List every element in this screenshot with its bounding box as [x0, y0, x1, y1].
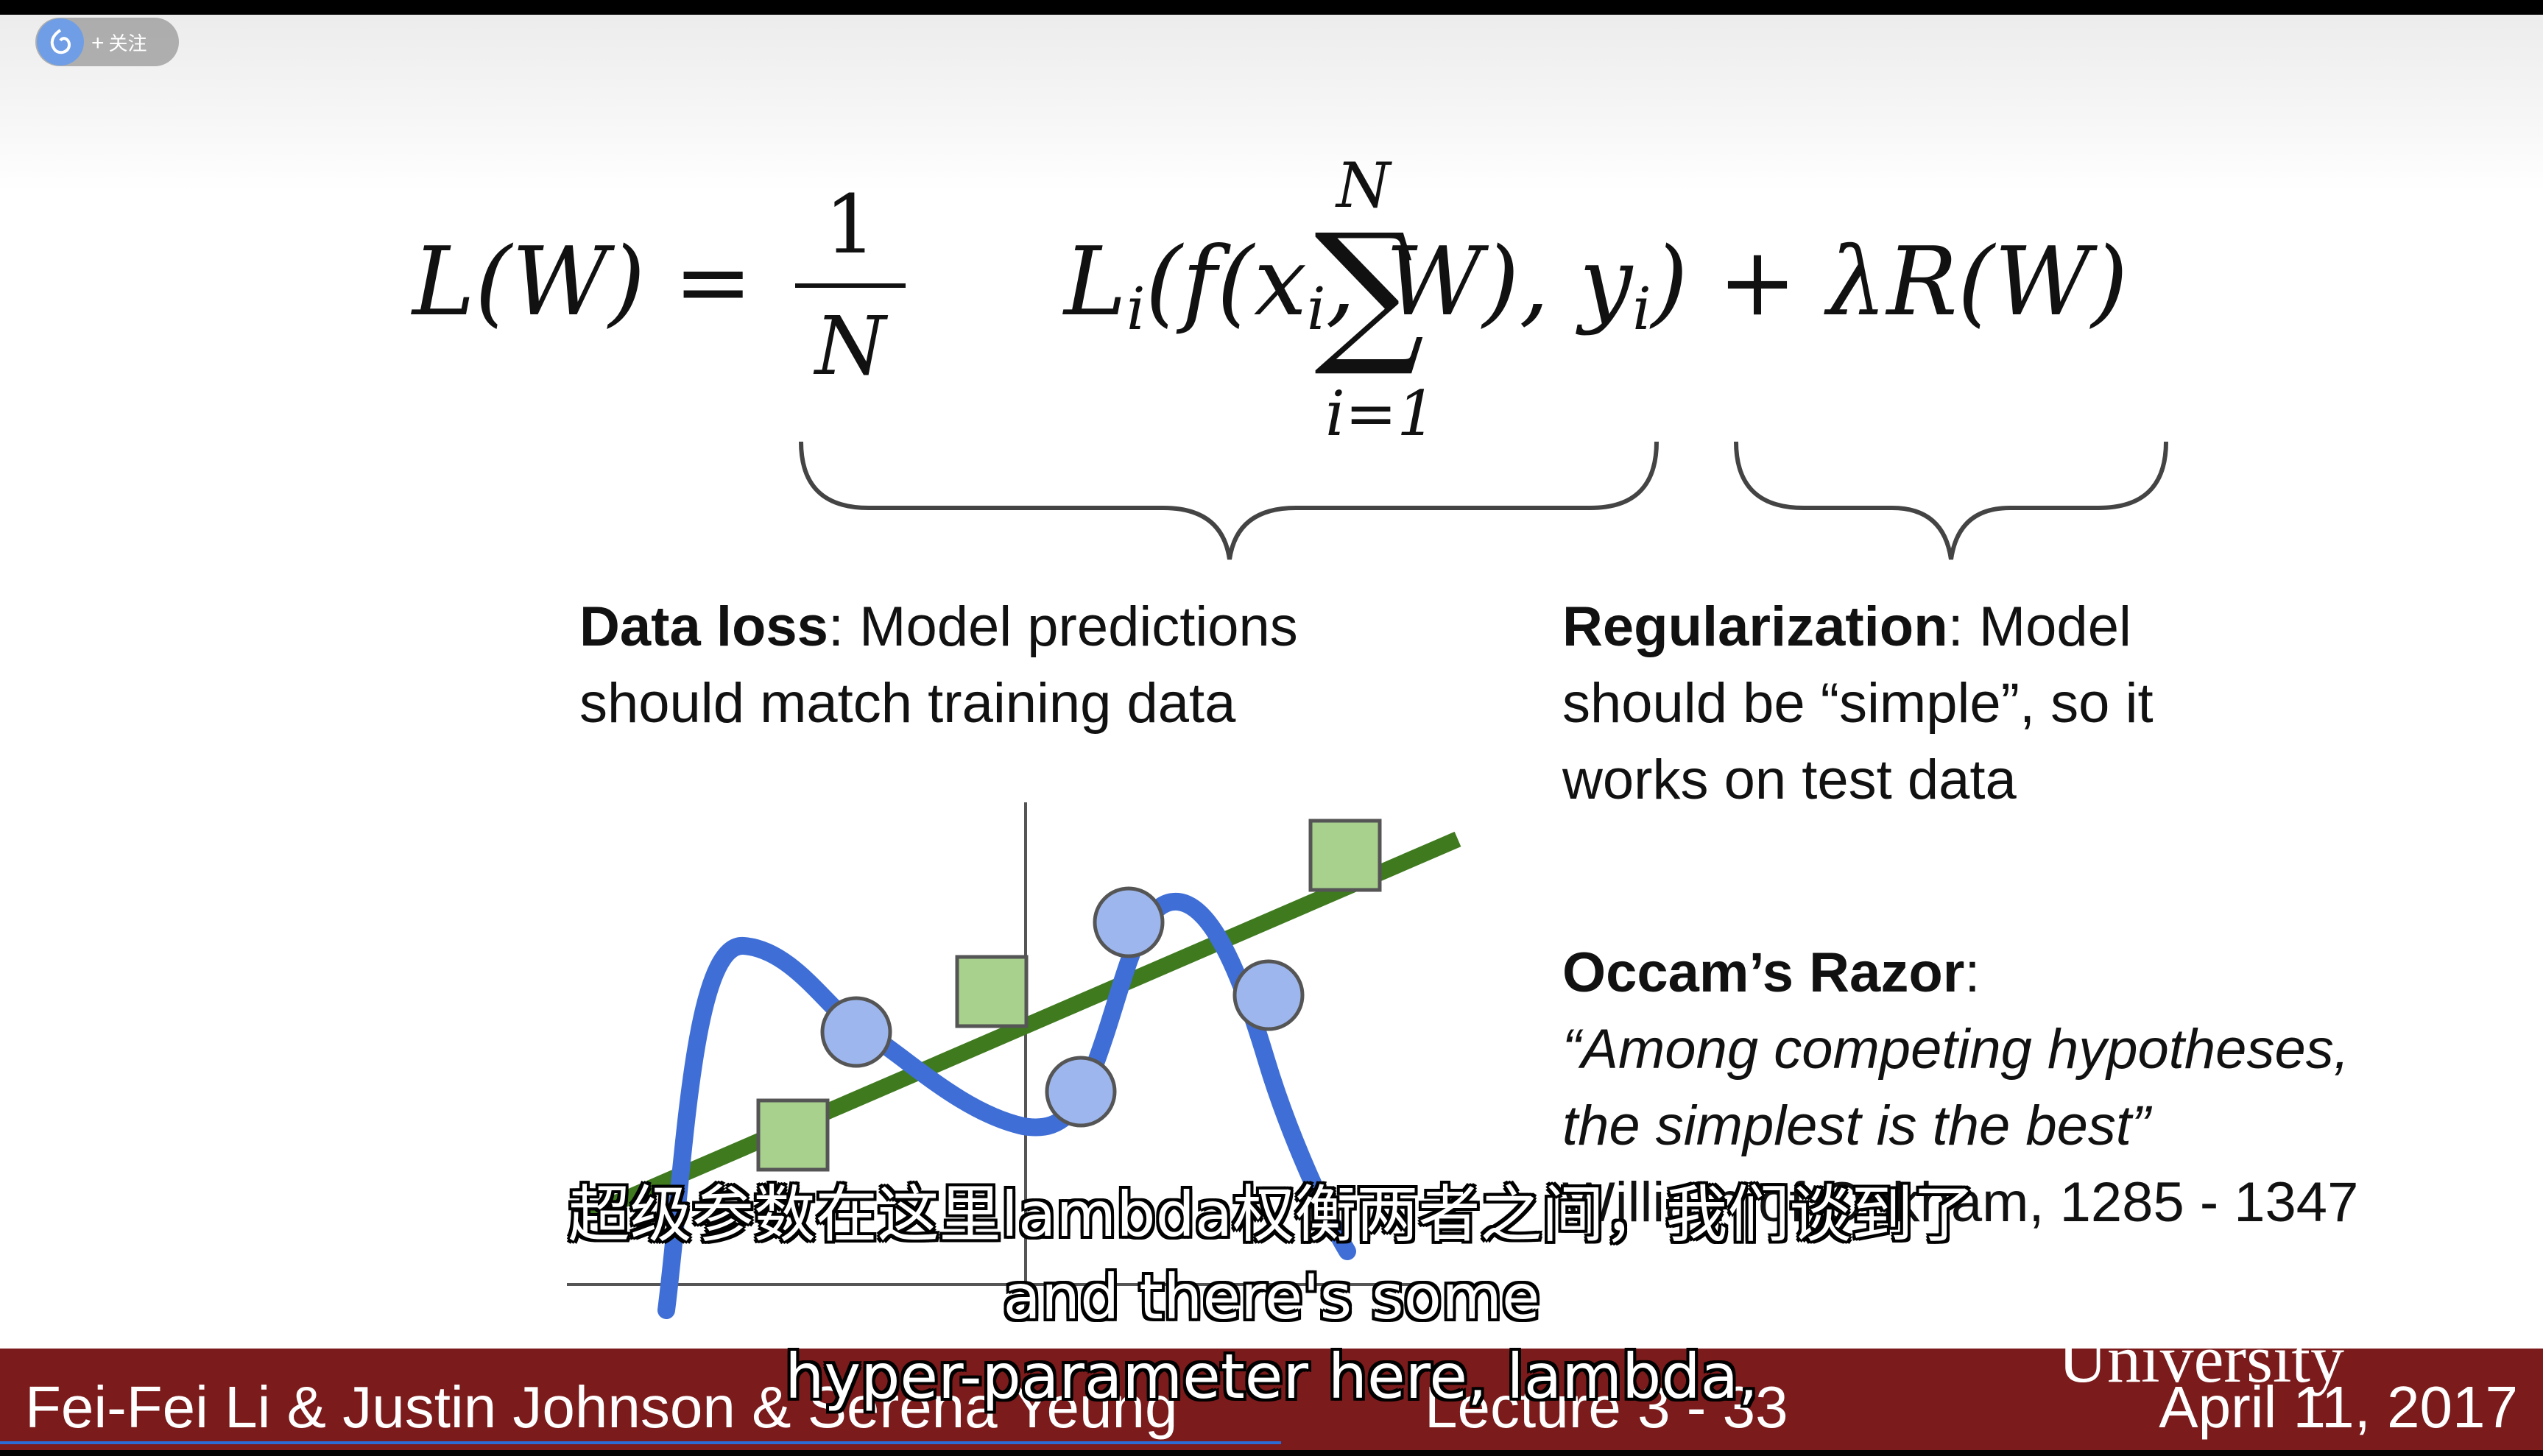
occam-attribution: William of Ockham, 1285 - 1347	[1562, 1171, 2359, 1234]
footer-university: University	[2058, 1321, 2344, 1396]
formula-sub-i2: i	[1307, 275, 1326, 343]
lecture-slide: L(W) = 1 N N ∑ i=1 Li(f(xi, W), yi) + λR…	[0, 15, 2543, 1450]
occam-quote-line2: the simplest is the best”	[1562, 1095, 2151, 1157]
regularization-line1-text: : Model	[1947, 596, 2131, 658]
data-circle	[1232, 959, 1305, 1031]
formula-fraction-bar	[795, 283, 906, 288]
regularization-line3: works on test data	[1562, 749, 2017, 811]
data-loss-line1: Data loss: Model predictions	[579, 589, 1298, 665]
data-square	[955, 955, 1029, 1028]
formula-sub-i: i	[1126, 275, 1146, 343]
slide-footer: University Fei-Fei Li & Justin Johnson &…	[0, 1325, 2543, 1450]
data-loss-brace	[799, 441, 1659, 560]
data-circle	[820, 996, 892, 1068]
formula-fraction-numerator: 1	[825, 177, 876, 272]
data-loss-line1-text: : Model predictions	[828, 596, 1298, 658]
formula-body: Li(f(xi, W), yi) + λR(W)	[1064, 236, 2128, 339]
plus-icon: +	[91, 30, 105, 55]
occam-text: Occam’s Razor: “Among competing hypothes…	[1562, 935, 2358, 1241]
channel-logo-icon	[37, 18, 84, 66]
regularization-text: Regularization: Model should be “simple”…	[1562, 589, 2154, 819]
footer-date: April 11, 2017	[2159, 1374, 2518, 1440]
footer-authors: Fei-Fei Li & Justin Johnson & Serena Yeu…	[25, 1374, 1178, 1440]
data-square	[756, 1098, 830, 1172]
formula-sigma: ∑	[1314, 200, 1425, 381]
occam-heading-line: Occam’s Razor:	[1562, 935, 2358, 1011]
footer-lecture: Lecture 3 - 33	[1425, 1374, 1788, 1440]
regularization-line1: Regularization: Model	[1562, 589, 2154, 665]
formula-body-prefix: L	[1064, 227, 1126, 337]
subtitle-chinese: 超级参数在这里lambda权衡两者之间，我们谈到了	[568, 1178, 1975, 1251]
occam-quote-line1: “Among competing hypotheses,	[1562, 1018, 2349, 1081]
formula-body-mid: (f(x	[1145, 227, 1308, 337]
formula-body-end: ) + λR(W)	[1651, 227, 2128, 337]
subtitle-english-line1: and there's some	[1003, 1261, 1540, 1333]
follow-text: 关注	[108, 32, 147, 54]
data-loss-heading: Data loss	[579, 596, 828, 658]
formula-lhs: L(W)	[412, 227, 646, 337]
regularization-heading: Regularization	[1562, 596, 1948, 658]
data-circle	[1093, 886, 1165, 958]
formula-sum-upper: N	[1336, 149, 1391, 222]
subtitle-english-line2: hyper-parameter here, lambda,	[785, 1340, 1758, 1413]
regularization-line2: should be “simple”, so it	[1562, 672, 2154, 735]
follow-button[interactable]: + 关注	[35, 18, 179, 66]
formula-body-mid2: , W), y	[1325, 227, 1633, 337]
regularization-brace	[1734, 441, 2168, 560]
formula-fraction-denominator: N	[814, 299, 886, 393]
occam-heading: Occam’s Razor	[1562, 941, 1965, 1004]
formula-equals: =	[674, 227, 753, 337]
data-loss-line2: should match training data	[579, 672, 1236, 735]
top-bar	[0, 0, 2543, 15]
occam-colon: :	[1964, 941, 1981, 1004]
formula-sub-i3: i	[1632, 275, 1651, 343]
bottom-bar	[0, 1450, 2543, 1456]
overfitting-chart	[567, 802, 1461, 1319]
follow-label: + 关注	[91, 29, 147, 56]
formula-sum-lower: i=1	[1325, 378, 1436, 450]
data-loss-text: Data loss: Model predictions should matc…	[579, 589, 1298, 742]
data-circle	[1045, 1056, 1117, 1128]
progress-line	[0, 1441, 1281, 1444]
data-square	[1308, 819, 1382, 892]
loss-formula: L(W) = 1 N N ∑ i=1 Li(f(xi, W), yi) + λR…	[412, 140, 2142, 478]
